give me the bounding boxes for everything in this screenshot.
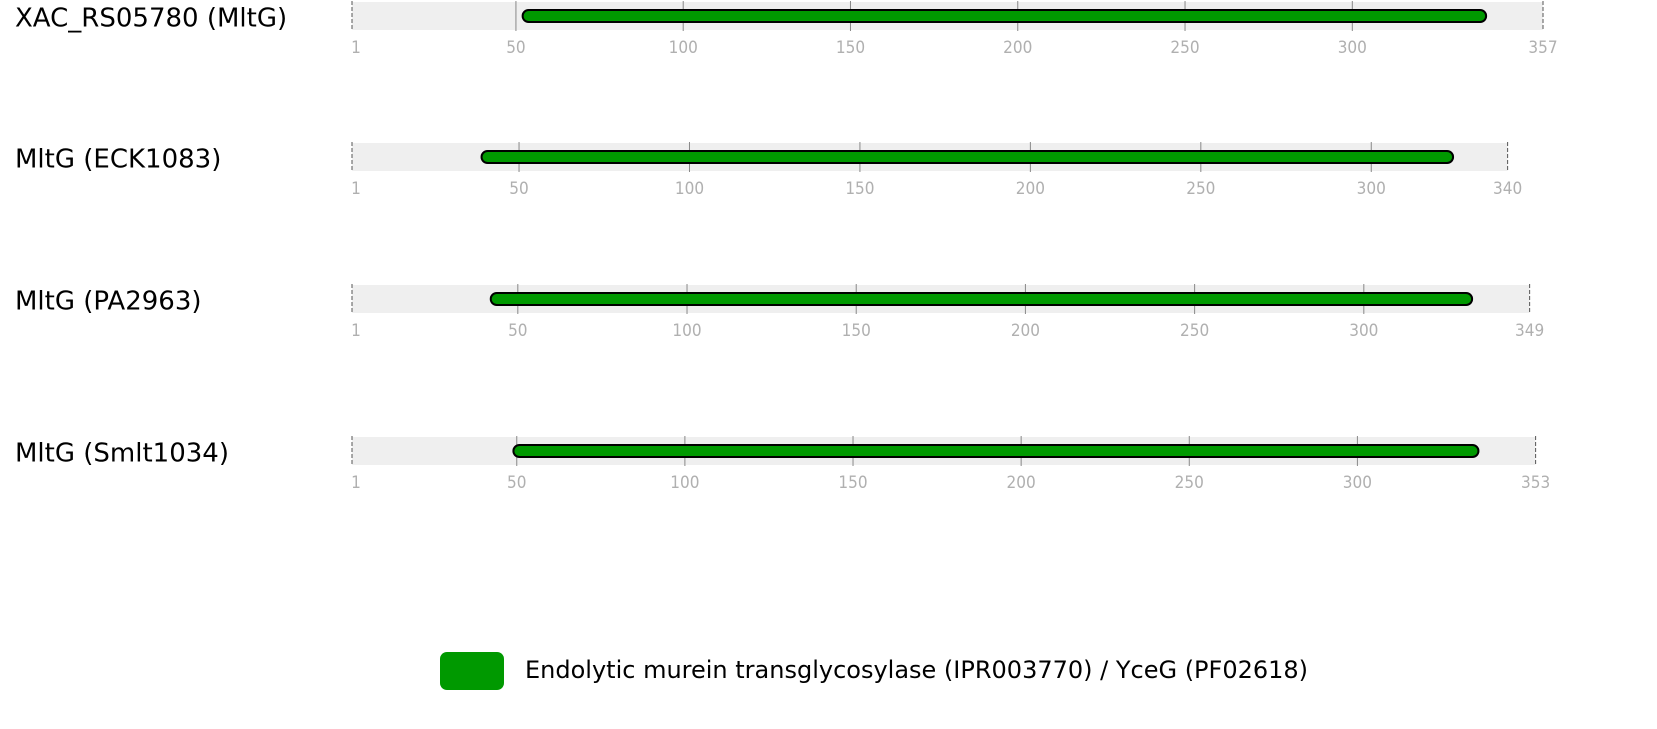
tick-label: 50 <box>508 321 527 341</box>
tick-label: 1 <box>351 38 361 58</box>
tick-label: 300 <box>1357 179 1386 199</box>
tick-label: 353 <box>1521 473 1550 493</box>
legend-label: Endolytic murein transglycosylase (IPR00… <box>525 656 1308 684</box>
tick-label: 357 <box>1528 38 1557 58</box>
tick-label: 349 <box>1515 321 1544 341</box>
legend-swatch <box>440 652 504 690</box>
domain <box>480 150 1455 164</box>
tick-label: 100 <box>672 321 701 341</box>
tick-label: 250 <box>1180 321 1209 341</box>
domain <box>521 9 1488 23</box>
tick-label: 50 <box>509 179 528 199</box>
tick-label: 200 <box>1016 179 1045 199</box>
tick-label: 150 <box>842 321 871 341</box>
tick-label: 340 <box>1493 179 1522 199</box>
tick-label: 150 <box>845 179 874 199</box>
tick-label: 250 <box>1186 179 1215 199</box>
tick-label: 1 <box>351 179 361 199</box>
tick-label: 300 <box>1349 321 1378 341</box>
tick-label: 300 <box>1343 473 1372 493</box>
tick-label: 50 <box>507 473 526 493</box>
domain <box>512 444 1480 458</box>
tick-label: 100 <box>675 179 704 199</box>
protein-name: XAC_RS05780 (MltG) <box>15 4 287 34</box>
protein-name: MltG (Smlt1034) <box>15 439 229 469</box>
tick-label: 1 <box>351 473 361 493</box>
tick-label: 50 <box>506 38 525 58</box>
tick-label: 100 <box>669 38 698 58</box>
tick-label: 1 <box>351 321 361 341</box>
tick-label: 250 <box>1170 38 1199 58</box>
tick-label: 300 <box>1338 38 1367 58</box>
tick-label: 200 <box>1011 321 1040 341</box>
domain <box>489 292 1474 306</box>
tick-label: 150 <box>836 38 865 58</box>
protein-name: MltG (PA2963) <box>15 287 202 317</box>
tick-label: 100 <box>670 473 699 493</box>
tick-label: 150 <box>838 473 867 493</box>
tick-label: 200 <box>1007 473 1036 493</box>
tick-label: 250 <box>1175 473 1204 493</box>
tick-label: 200 <box>1003 38 1032 58</box>
protein-name: MltG (ECK1083) <box>15 145 221 175</box>
